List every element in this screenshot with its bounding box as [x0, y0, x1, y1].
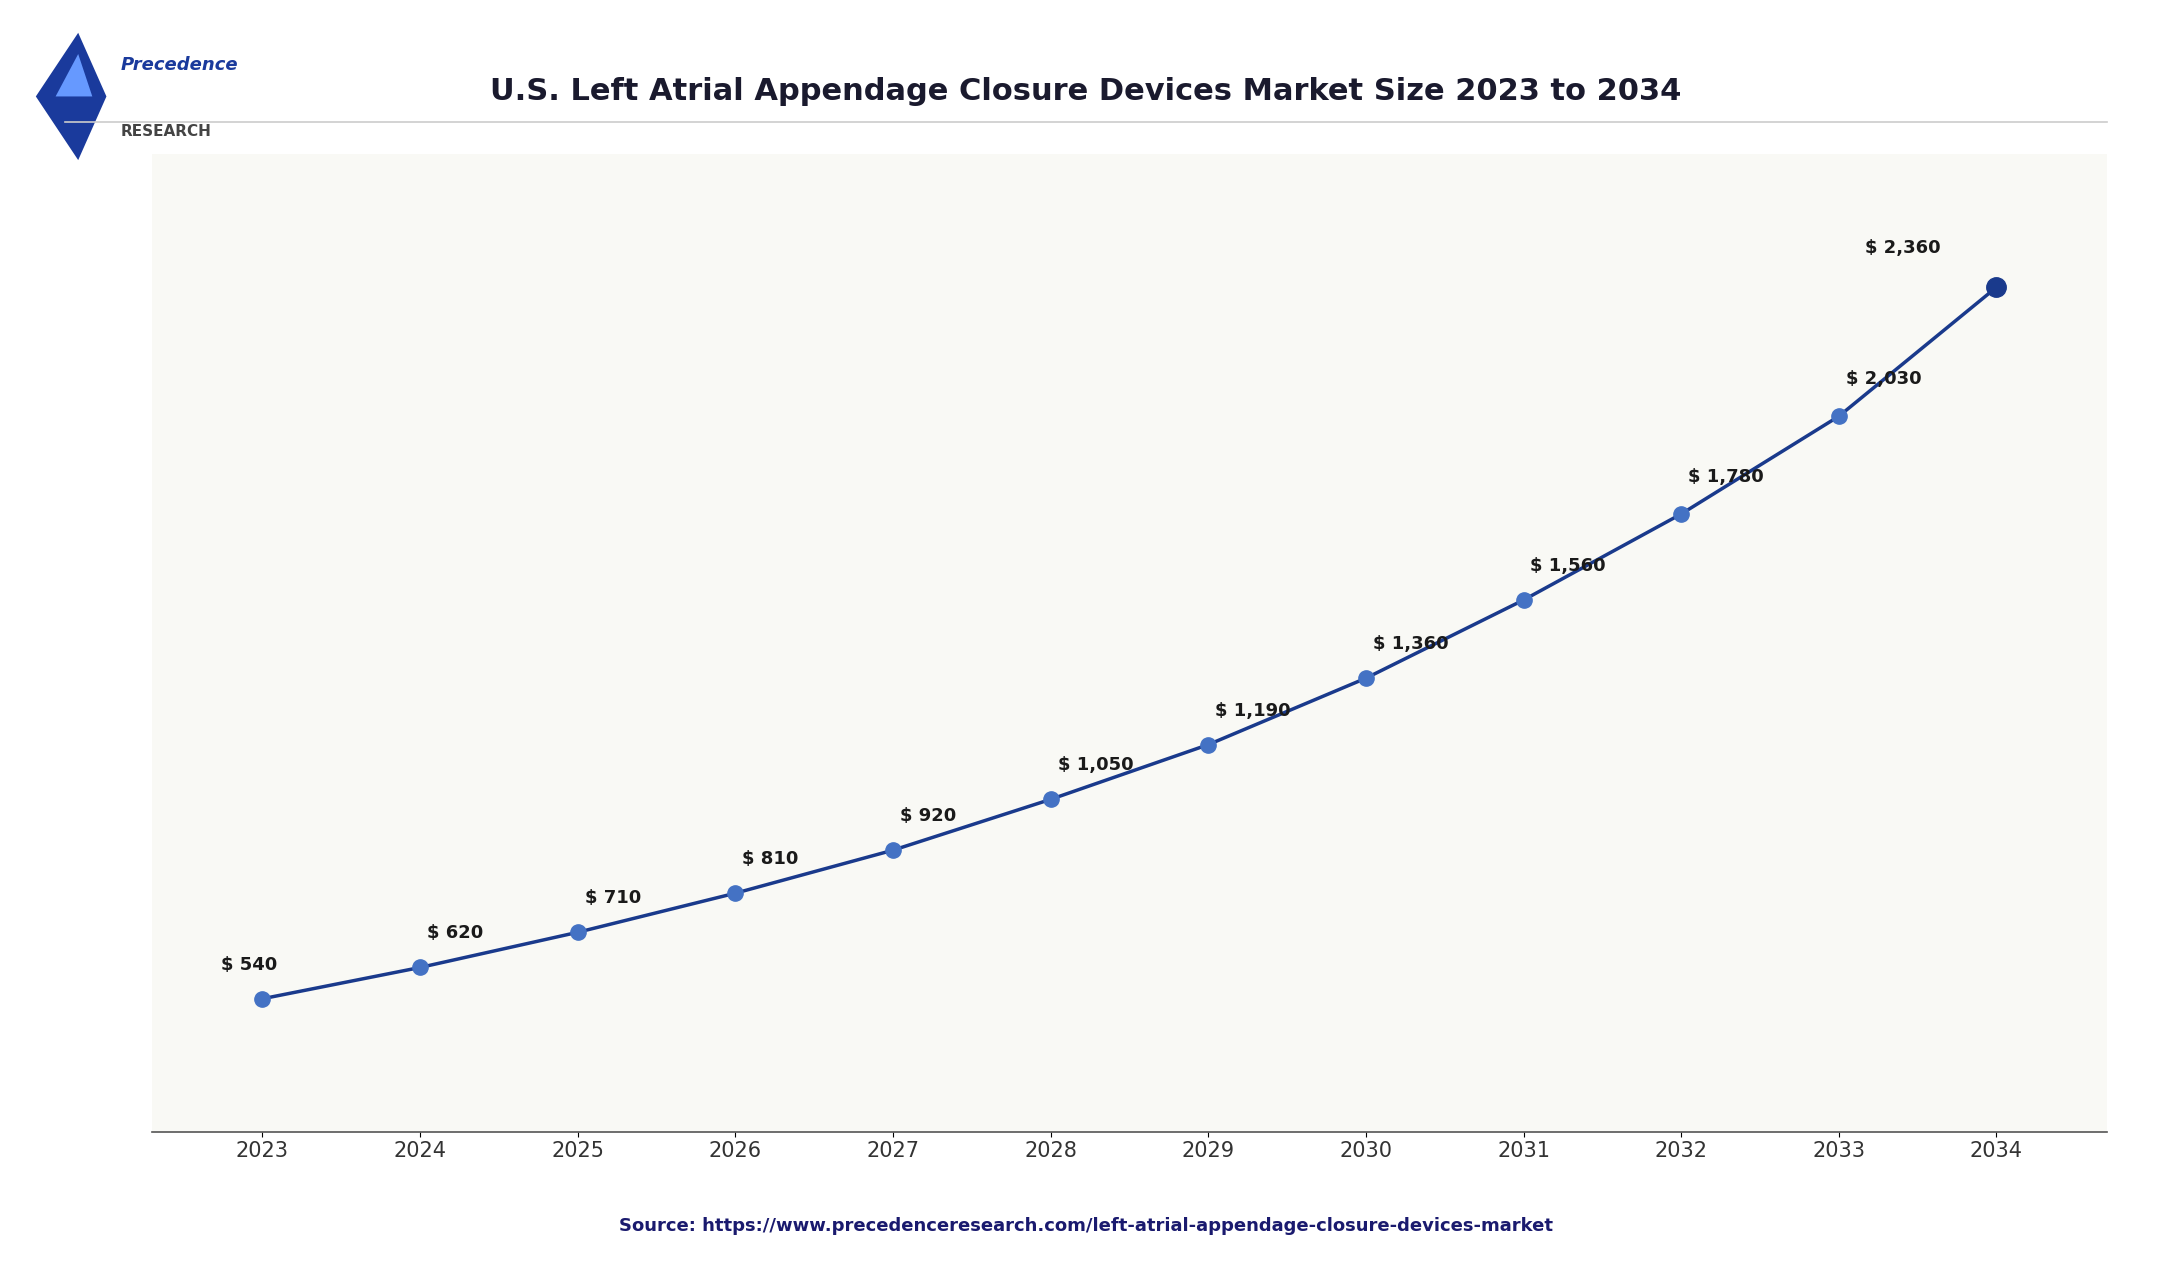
Text: $ 1,190: $ 1,190	[1214, 702, 1290, 720]
Polygon shape	[56, 54, 91, 96]
Polygon shape	[35, 33, 106, 159]
Text: $ 1,780: $ 1,780	[1688, 468, 1764, 486]
Text: RESEARCH: RESEARCH	[122, 125, 211, 139]
Text: U.S. Left Atrial Appendage Closure Devices Market Size 2023 to 2034: U.S. Left Atrial Appendage Closure Devic…	[491, 77, 1681, 107]
Text: $ 710: $ 710	[584, 890, 641, 908]
Text: $ 1,560: $ 1,560	[1531, 557, 1605, 575]
Text: Source: https://www.precedenceresearch.com/left-atrial-appendage-closure-devices: Source: https://www.precedenceresearch.c…	[619, 1217, 1553, 1235]
Text: $ 540: $ 540	[222, 955, 278, 974]
Text: $ 810: $ 810	[743, 850, 799, 868]
Text: $ 1,360: $ 1,360	[1373, 635, 1449, 653]
Text: $ 1,050: $ 1,050	[1058, 756, 1134, 774]
Text: $ 920: $ 920	[899, 808, 956, 826]
Text: $ 2,360: $ 2,360	[1864, 239, 1940, 257]
Text: Precedence: Precedence	[122, 57, 239, 75]
Text: $ 2,030: $ 2,030	[1846, 370, 1922, 388]
Text: $ 620: $ 620	[428, 925, 482, 943]
